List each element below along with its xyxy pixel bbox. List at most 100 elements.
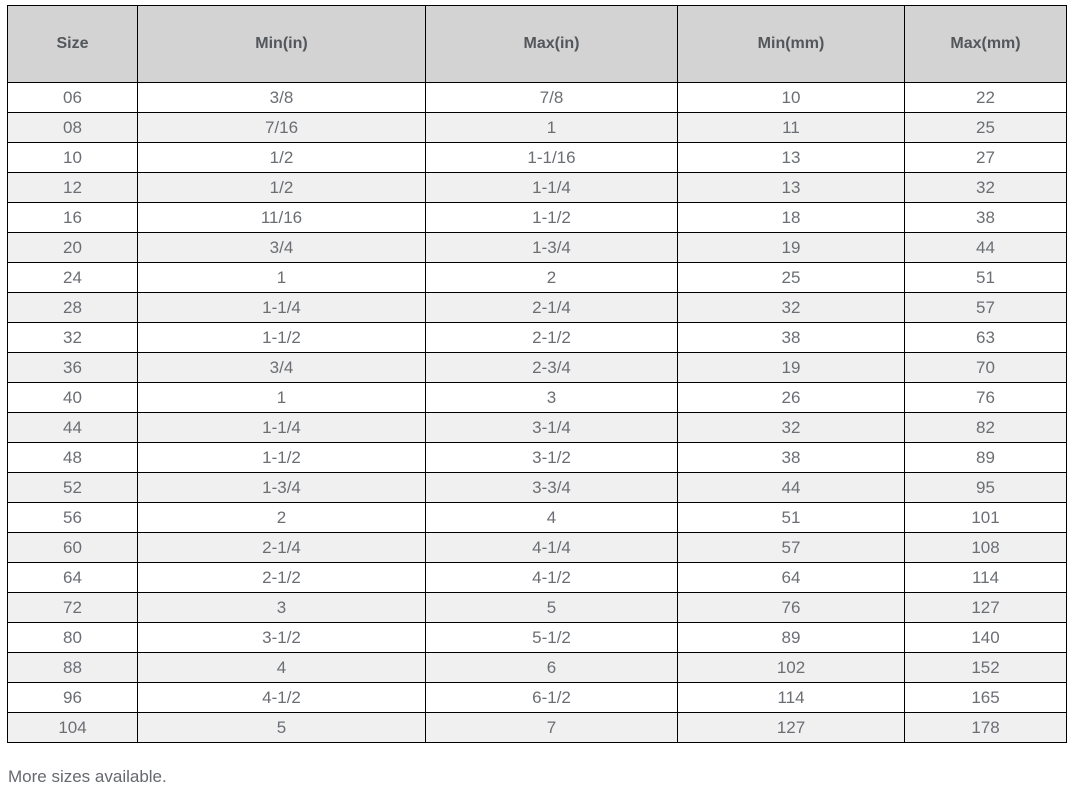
table-cell: 1: [137, 262, 426, 293]
table-cell: 44: [904, 232, 1067, 263]
table-row: 44 1-1/4 3-1/4 32 82: [7, 412, 1067, 443]
table-cell: 3: [425, 382, 678, 413]
table-cell: 63: [904, 322, 1067, 353]
table-row: 28 1-1/4 2-1/4 32 57: [7, 292, 1067, 323]
table-row: 16 11/16 1-1/2 18 38: [7, 202, 1067, 233]
table-cell: 3/4: [137, 352, 426, 383]
table-cell: 08: [7, 112, 138, 143]
table-row: 20 3/4 1-3/4 19 44: [7, 232, 1067, 263]
table-cell: 2-3/4: [425, 352, 678, 383]
table-cell: 1: [137, 382, 426, 413]
table-row: 52 1-3/4 3-3/4 44 95: [7, 472, 1067, 503]
table-cell: 11: [677, 112, 905, 143]
table-cell: 18: [677, 202, 905, 233]
table-row: 08 7/16 1 11 25: [7, 112, 1067, 143]
table-cell: 19: [677, 232, 905, 263]
table-cell: 25: [677, 262, 905, 293]
table-cell: 70: [904, 352, 1067, 383]
table-cell: 38: [904, 202, 1067, 233]
table-cell: 6-1/2: [425, 682, 678, 713]
table-cell: 3/4: [137, 232, 426, 263]
table-cell: 44: [677, 472, 905, 503]
header-row: Size Min(in) Max(in) Min(mm) Max(mm): [7, 5, 1067, 83]
table-cell: 5: [425, 592, 678, 623]
column-header-max-mm: Max(mm): [904, 5, 1067, 83]
table-cell: 38: [677, 442, 905, 473]
table-cell: 2-1/2: [425, 322, 678, 353]
table-cell: 22: [904, 82, 1067, 113]
footer-note: More sizes available.: [8, 767, 167, 786]
table-cell: 38: [677, 322, 905, 353]
table-cell: 1-1/2: [137, 442, 426, 473]
size-chart-table: Size Min(in) Max(in) Min(mm) Max(mm) 06 3…: [7, 5, 1067, 743]
table-cell: 10: [677, 82, 905, 113]
table-cell: 3-1/2: [137, 622, 426, 653]
table-cell: 60: [7, 532, 138, 563]
table-row: 80 3-1/2 5-1/2 89 140: [7, 622, 1067, 653]
table-cell: 44: [7, 412, 138, 443]
table-cell: 27: [904, 142, 1067, 173]
table-cell: 72: [7, 592, 138, 623]
table-cell: 1/2: [137, 172, 426, 203]
table-cell: 32: [677, 292, 905, 323]
table-cell: 36: [7, 352, 138, 383]
column-header-min-in: Min(in): [137, 5, 426, 83]
table-cell: 32: [677, 412, 905, 443]
table-cell: 10: [7, 142, 138, 173]
table-cell: 2: [425, 262, 678, 293]
table-cell: 3-1/4: [425, 412, 678, 443]
table-cell: 1-1/2: [425, 202, 678, 233]
table-cell: 108: [904, 532, 1067, 563]
table-row: 48 1-1/2 3-1/2 38 89: [7, 442, 1067, 473]
table-row: 56 2 4 51 101: [7, 502, 1067, 533]
table-cell: 64: [7, 562, 138, 593]
table-row: 24 1 2 25 51: [7, 262, 1067, 293]
table-cell: 1-3/4: [425, 232, 678, 263]
table-cell: 7/16: [137, 112, 426, 143]
table-cell: 28: [7, 292, 138, 323]
table-cell: 1-1/4: [137, 292, 426, 323]
table-cell: 13: [677, 172, 905, 203]
table-cell: 57: [677, 532, 905, 563]
table-row: 60 2-1/4 4-1/4 57 108: [7, 532, 1067, 563]
table-body: 06 3/8 7/8 10 22 08 7/16 1 11 25 10 1/2 1-1/16 13 27 12…: [7, 82, 1067, 743]
table-cell: 1/2: [137, 142, 426, 173]
table-cell: 76: [677, 592, 905, 623]
table-row: 72 3 5 76 127: [7, 592, 1067, 623]
table-row: 64 2-1/2 4-1/2 64 114: [7, 562, 1067, 593]
table-cell: 5: [137, 712, 426, 743]
table-cell: 7/8: [425, 82, 678, 113]
table-cell: 4: [137, 652, 426, 683]
table-cell: 76: [904, 382, 1067, 413]
table-cell: 89: [904, 442, 1067, 473]
table-row: 32 1-1/2 2-1/2 38 63: [7, 322, 1067, 353]
table-cell: 32: [7, 322, 138, 353]
table-row: 36 3/4 2-3/4 19 70: [7, 352, 1067, 383]
table-cell: 89: [677, 622, 905, 653]
table-cell: 101: [904, 502, 1067, 533]
table-cell: 16: [7, 202, 138, 233]
table-cell: 127: [904, 592, 1067, 623]
table-cell: 32: [904, 172, 1067, 203]
table-cell: 114: [904, 562, 1067, 593]
table-cell: 88: [7, 652, 138, 683]
table-cell: 24: [7, 262, 138, 293]
table-cell: 102: [677, 652, 905, 683]
table-cell: 1: [425, 112, 678, 143]
table-cell: 56: [7, 502, 138, 533]
table-cell: 4: [425, 502, 678, 533]
table-row: 06 3/8 7/8 10 22: [7, 82, 1067, 113]
table-cell: 6: [425, 652, 678, 683]
table-cell: 1-1/4: [425, 172, 678, 203]
table-cell: 127: [677, 712, 905, 743]
table-cell: 3/8: [137, 82, 426, 113]
table-cell: 104: [7, 712, 138, 743]
table-cell: 4-1/2: [425, 562, 678, 593]
table-cell: 114: [677, 682, 905, 713]
table-cell: 48: [7, 442, 138, 473]
table-cell: 52: [7, 472, 138, 503]
table-cell: 40: [7, 382, 138, 413]
table-cell: 51: [677, 502, 905, 533]
table-cell: 3-3/4: [425, 472, 678, 503]
